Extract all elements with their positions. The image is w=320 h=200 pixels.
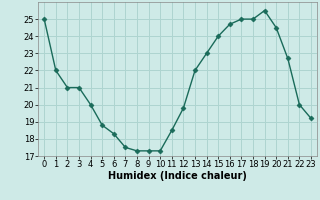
X-axis label: Humidex (Indice chaleur): Humidex (Indice chaleur) (108, 171, 247, 181)
